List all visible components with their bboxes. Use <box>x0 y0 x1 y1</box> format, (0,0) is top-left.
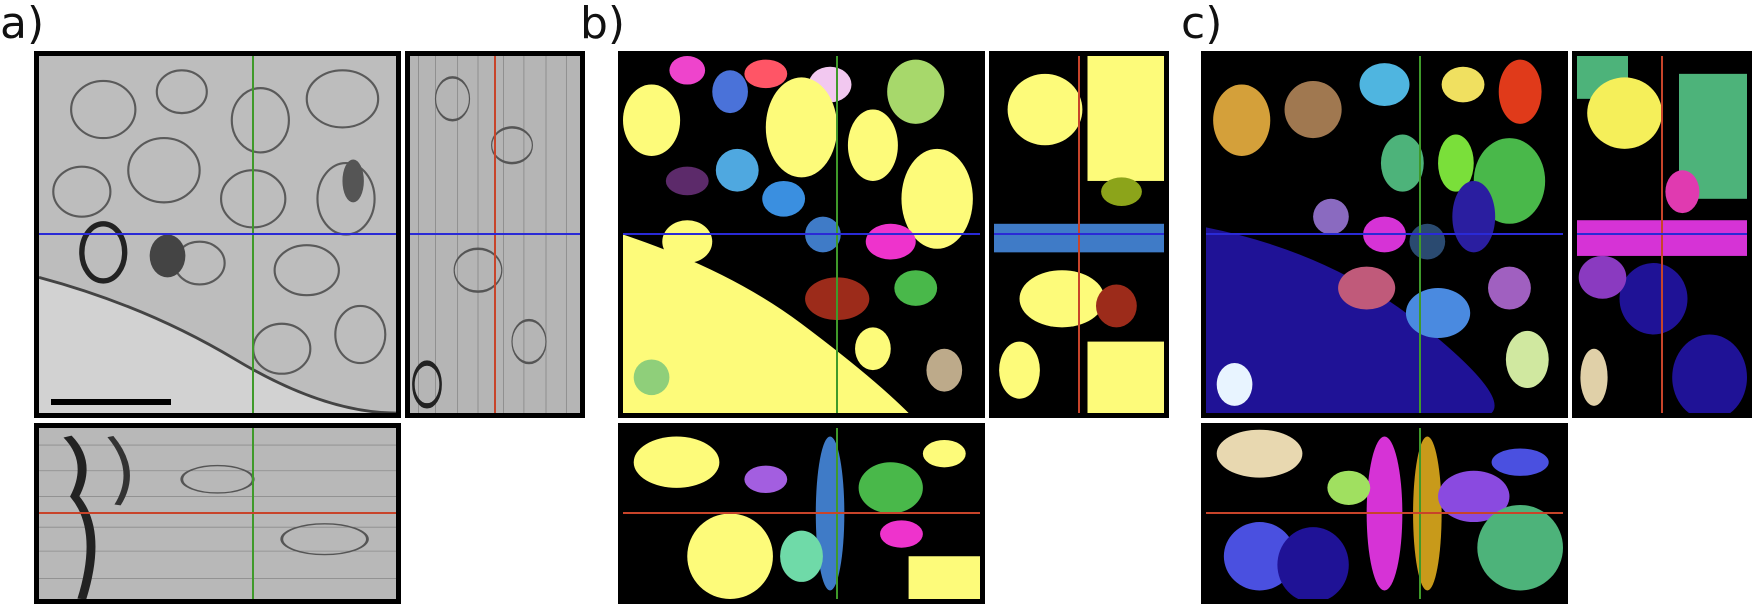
scale-bar <box>51 399 171 405</box>
crosshair-horizontal-red <box>39 512 396 514</box>
crosshair-horizontal-red <box>1206 512 1563 514</box>
panel-label-a: a) <box>0 0 45 49</box>
crosshair-horizontal-blue <box>39 233 396 235</box>
seg-c-yz-view[interactable] <box>1572 51 1752 418</box>
seg-c-xz-view[interactable] <box>1201 423 1568 604</box>
seg-c-xy-view[interactable] <box>1201 51 1568 418</box>
crosshair-horizontal-blue <box>994 233 1164 235</box>
crosshair-horizontal-blue <box>1206 233 1563 235</box>
crosshair-horizontal-blue <box>410 233 580 235</box>
em-xz-view[interactable] <box>34 423 401 604</box>
crosshair-horizontal-blue <box>623 233 980 235</box>
seg-b-xz-view[interactable] <box>618 423 985 604</box>
em-xy-view[interactable] <box>34 51 401 418</box>
panel-label-b: b) <box>580 0 626 49</box>
seg-b-xy-view[interactable] <box>618 51 985 418</box>
em-yz-view[interactable] <box>405 51 585 418</box>
crosshair-horizontal-red <box>623 512 980 514</box>
crosshair-horizontal-blue <box>1577 233 1747 235</box>
seg-b-yz-view[interactable] <box>989 51 1169 418</box>
panel-label-c: c) <box>1181 0 1223 49</box>
